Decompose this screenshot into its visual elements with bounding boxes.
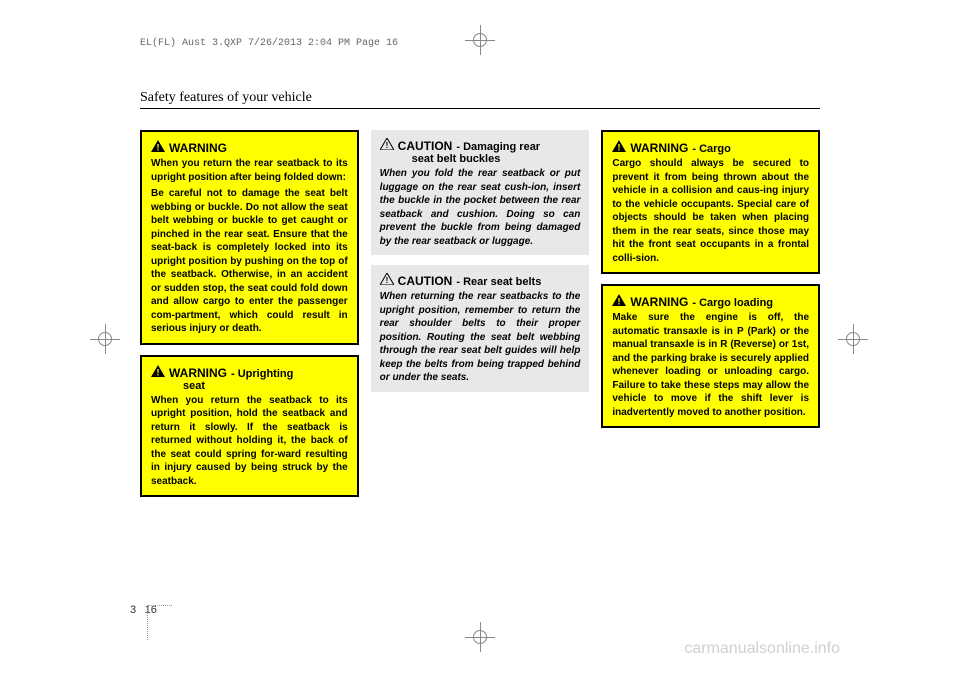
svg-text:!: !: [385, 141, 388, 150]
column-2: ! CAUTION - Damaging rear seat belt buck…: [371, 130, 590, 497]
page-header-metadata: EL(FL) Aust 3.QXP 7/26/2013 2:04 PM Page…: [140, 38, 398, 49]
caution-body: When returning the rear seatbacks to the…: [380, 290, 581, 385]
warning-triangle-icon: !: [612, 293, 626, 305]
warning-box-return-seatback: ! WARNING When you return the rear seatb…: [140, 130, 359, 345]
warning-text: Cargo should always be secured to preven…: [612, 157, 809, 265]
warning-header: ! WARNING - Cargo loading: [612, 293, 809, 309]
svg-text:!: !: [618, 143, 621, 153]
crop-mark-left: [90, 324, 120, 354]
caution-box-damaging-buckles: ! CAUTION - Damaging rear seat belt buck…: [371, 130, 590, 255]
warning-text: Make sure the engine is off, the automat…: [612, 311, 809, 419]
warning-text: When you return the seatback to its upri…: [151, 394, 348, 489]
caution-title: CAUTION: [398, 274, 453, 288]
warning-header: ! WARNING: [151, 139, 348, 155]
caution-subtitle: - Damaging rear: [456, 141, 540, 153]
caution-header: ! CAUTION - Damaging rear: [380, 137, 581, 153]
section-title: Safety features of your vehicle: [140, 90, 312, 106]
caution-header: ! CAUTION - Rear seat belts: [380, 272, 581, 288]
caution-title: CAUTION: [398, 139, 453, 153]
warning-subtitle: - Uprighting: [231, 368, 293, 380]
caution-box-rear-seat-belts: ! CAUTION - Rear seat belts When returni…: [371, 265, 590, 392]
warning-header: ! WARNING - Cargo: [612, 139, 809, 155]
page-divider-horizontal: [148, 605, 172, 606]
chapter-number: 3: [130, 604, 136, 616]
warning-p1: When you return the rear seatback to its…: [151, 157, 348, 184]
caution-subtitle: - Rear seat belts: [456, 276, 541, 288]
svg-text:!: !: [157, 143, 160, 153]
page-divider-vertical: [147, 612, 148, 640]
caution-subtitle-line2: seat belt buckles: [380, 153, 581, 165]
caution-triangle-icon: !: [380, 137, 394, 149]
warning-triangle-icon: !: [612, 139, 626, 151]
warning-subtitle-line2: seat: [151, 380, 348, 392]
warning-title: WARNING: [630, 141, 688, 155]
crop-mark-bottom: [465, 622, 495, 652]
svg-text:!: !: [385, 276, 388, 285]
warning-title: WARNING: [169, 366, 227, 380]
warning-body: When you return the rear seatback to its…: [151, 157, 348, 336]
svg-text:!: !: [157, 367, 160, 377]
warning-triangle-icon: !: [151, 364, 165, 376]
warning-body: Make sure the engine is off, the automat…: [612, 311, 809, 419]
page-number-area: 3 16: [130, 600, 157, 618]
warning-subtitle: - Cargo: [692, 143, 731, 155]
crop-mark-top: [465, 25, 495, 55]
caution-triangle-icon: !: [380, 272, 394, 284]
warning-p2: Be careful not to damage the seat belt w…: [151, 187, 348, 336]
content-area: ! WARNING When you return the rear seatb…: [140, 130, 820, 497]
warning-body: Cargo should always be secured to preven…: [612, 157, 809, 265]
svg-text:!: !: [618, 297, 621, 307]
warning-body: When you return the seatback to its upri…: [151, 394, 348, 489]
warning-box-cargo: ! WARNING - Cargo Cargo should always be…: [601, 130, 820, 274]
warning-title: WARNING: [169, 141, 227, 155]
warning-header: ! WARNING - Uprighting: [151, 364, 348, 380]
warning-triangle-icon: !: [151, 139, 165, 151]
warning-box-uprighting-seat: ! WARNING - Uprighting seat When you ret…: [140, 355, 359, 498]
caution-body: When you fold the rear seatback or put l…: [380, 167, 581, 248]
caution-text: When returning the rear seatbacks to the…: [380, 290, 581, 385]
warning-subtitle: - Cargo loading: [692, 297, 773, 309]
column-3: ! WARNING - Cargo Cargo should always be…: [601, 130, 820, 497]
caution-text: When you fold the rear seatback or put l…: [380, 167, 581, 248]
crop-mark-right: [838, 324, 868, 354]
title-underline: [140, 108, 820, 109]
warning-title: WARNING: [630, 295, 688, 309]
column-1: ! WARNING When you return the rear seatb…: [140, 130, 359, 497]
warning-box-cargo-loading: ! WARNING - Cargo loading Make sure the …: [601, 284, 820, 428]
watermark: carmanualsonline.info: [684, 640, 840, 658]
